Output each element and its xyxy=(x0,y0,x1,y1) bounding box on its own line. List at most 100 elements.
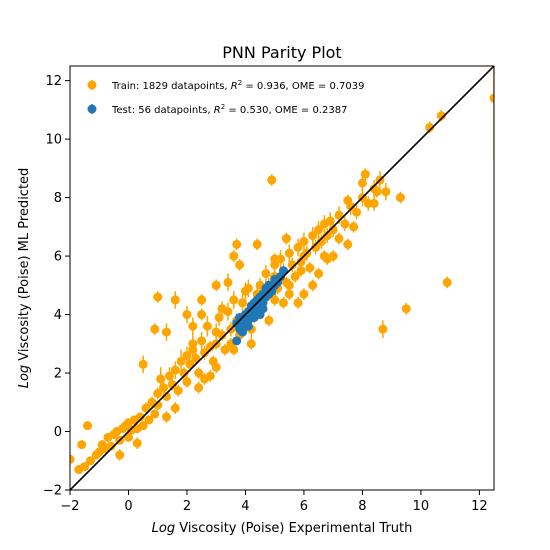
train-point xyxy=(352,207,362,217)
train-point xyxy=(357,178,367,188)
train-point xyxy=(299,289,309,299)
train-point xyxy=(240,286,250,296)
train-point xyxy=(138,359,148,369)
legend-entry-test: Test: 56 datapoints, R2 = 0.530, OME = 0… xyxy=(87,103,347,116)
y-tick-label: 8 xyxy=(54,191,62,206)
train-point xyxy=(188,345,198,355)
train-point xyxy=(150,324,160,334)
y-tick-label: −2 xyxy=(43,484,62,499)
train-point xyxy=(144,415,154,425)
train-point xyxy=(153,400,163,410)
plot-area xyxy=(69,65,495,491)
train-point xyxy=(135,412,145,422)
legend-entry-train: Train: 1829 datapoints, R2 = 0.936, OME … xyxy=(87,79,364,92)
train-point xyxy=(232,239,242,249)
train-point xyxy=(138,421,148,431)
train-point xyxy=(343,239,353,249)
train-point xyxy=(229,345,239,355)
train-point xyxy=(170,295,180,305)
train-point xyxy=(311,242,321,252)
train-point xyxy=(80,462,90,472)
train-point xyxy=(77,440,87,450)
train-point xyxy=(194,383,204,393)
train-point xyxy=(270,254,280,264)
y-tick-label: 6 xyxy=(54,250,62,265)
train-point xyxy=(197,336,207,346)
y-tick-label: 2 xyxy=(54,367,62,382)
train-point xyxy=(322,254,332,264)
train-point xyxy=(156,374,166,384)
train-point xyxy=(261,269,271,279)
train-point xyxy=(161,327,171,337)
parity-line xyxy=(70,66,494,490)
train-point xyxy=(296,266,306,276)
train-point xyxy=(223,277,233,287)
train-point xyxy=(176,356,186,366)
train-point xyxy=(161,391,171,401)
train-point xyxy=(229,295,239,305)
train-point xyxy=(170,365,180,375)
train-point xyxy=(299,236,309,246)
train-point xyxy=(229,251,239,261)
y-tick-label: 0 xyxy=(54,425,62,440)
train-point xyxy=(284,248,294,258)
train-point xyxy=(308,280,318,290)
train-point xyxy=(153,292,163,302)
train-point xyxy=(217,304,227,314)
y-axis-ticks: −2 0 2 4 6 8 10 12 xyxy=(43,74,70,499)
train-point xyxy=(202,321,212,331)
train-point xyxy=(115,450,125,460)
legend-train-label: Train: 1829 datapoints, R2 = 0.936, OME … xyxy=(111,79,364,92)
train-point xyxy=(123,432,133,442)
train-point xyxy=(290,272,300,282)
train-point xyxy=(132,438,142,448)
x-tick-label: 6 xyxy=(300,499,308,514)
x-axis-label: Log Viscosity (Poise) Experimental Truth xyxy=(152,521,413,536)
train-point xyxy=(182,377,192,387)
train-point xyxy=(200,374,210,384)
train-point xyxy=(314,269,324,279)
train-point xyxy=(395,193,405,203)
train-point xyxy=(267,175,277,185)
x-tick-label: 2 xyxy=(183,499,191,514)
x-tick-label: 4 xyxy=(241,499,249,514)
train-point xyxy=(150,409,160,419)
train-point xyxy=(305,263,315,273)
train-point xyxy=(246,339,256,349)
train-point xyxy=(334,234,344,244)
train-point xyxy=(161,412,171,422)
test-point xyxy=(258,304,268,314)
train-point xyxy=(188,321,198,331)
train-point xyxy=(185,359,195,369)
chart-title: PNN Parity Plot xyxy=(222,43,341,62)
train-point xyxy=(378,324,388,334)
train-point xyxy=(381,187,391,197)
train-point xyxy=(220,345,230,355)
legend-test-label: Test: 56 datapoints, R2 = 0.530, OME = 0… xyxy=(111,103,347,116)
train-point xyxy=(278,298,288,308)
train-point xyxy=(284,289,294,299)
train-point xyxy=(217,330,227,340)
axes-frame xyxy=(69,65,495,491)
train-point xyxy=(284,280,294,290)
y-tick-label: 4 xyxy=(54,308,62,323)
train-point xyxy=(264,315,274,325)
x-axis-ticks: −2 0 2 4 6 8 10 12 xyxy=(60,490,488,514)
train-point xyxy=(252,239,262,249)
train-point xyxy=(349,222,359,232)
train-point xyxy=(170,403,180,413)
train-point xyxy=(238,298,248,308)
train-point xyxy=(200,348,210,358)
train-point xyxy=(401,304,411,314)
legend-test-marker xyxy=(87,104,97,114)
train-point xyxy=(153,389,163,399)
train-point xyxy=(293,298,303,308)
train-point xyxy=(281,234,291,244)
x-tick-label: 8 xyxy=(358,499,366,514)
train-point xyxy=(442,277,452,287)
train-point xyxy=(270,295,280,305)
train-point xyxy=(141,403,151,413)
x-tick-label: 10 xyxy=(413,499,430,514)
test-point xyxy=(243,321,253,331)
